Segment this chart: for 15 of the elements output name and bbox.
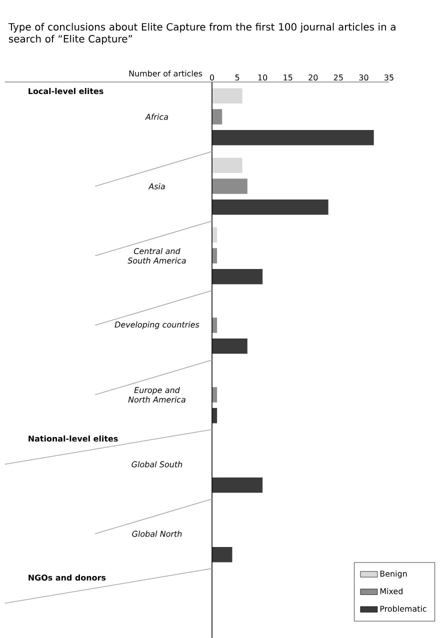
bar: [212, 408, 218, 424]
bar: [212, 130, 374, 146]
bar: [212, 199, 328, 215]
bar: [212, 546, 232, 562]
bar: [212, 158, 242, 174]
bar: [212, 109, 222, 124]
bar: [212, 477, 263, 493]
bar: [212, 268, 263, 284]
chart-title: Type of conclusions about Elite Capture from the first 100 journal articles in a search of “Elite Capture”: [8, 22, 396, 45]
bar: [212, 88, 242, 104]
bar: [212, 318, 218, 333]
bar: [212, 387, 218, 402]
bar: [212, 178, 248, 194]
bar: [212, 248, 218, 264]
bar: [212, 338, 248, 354]
